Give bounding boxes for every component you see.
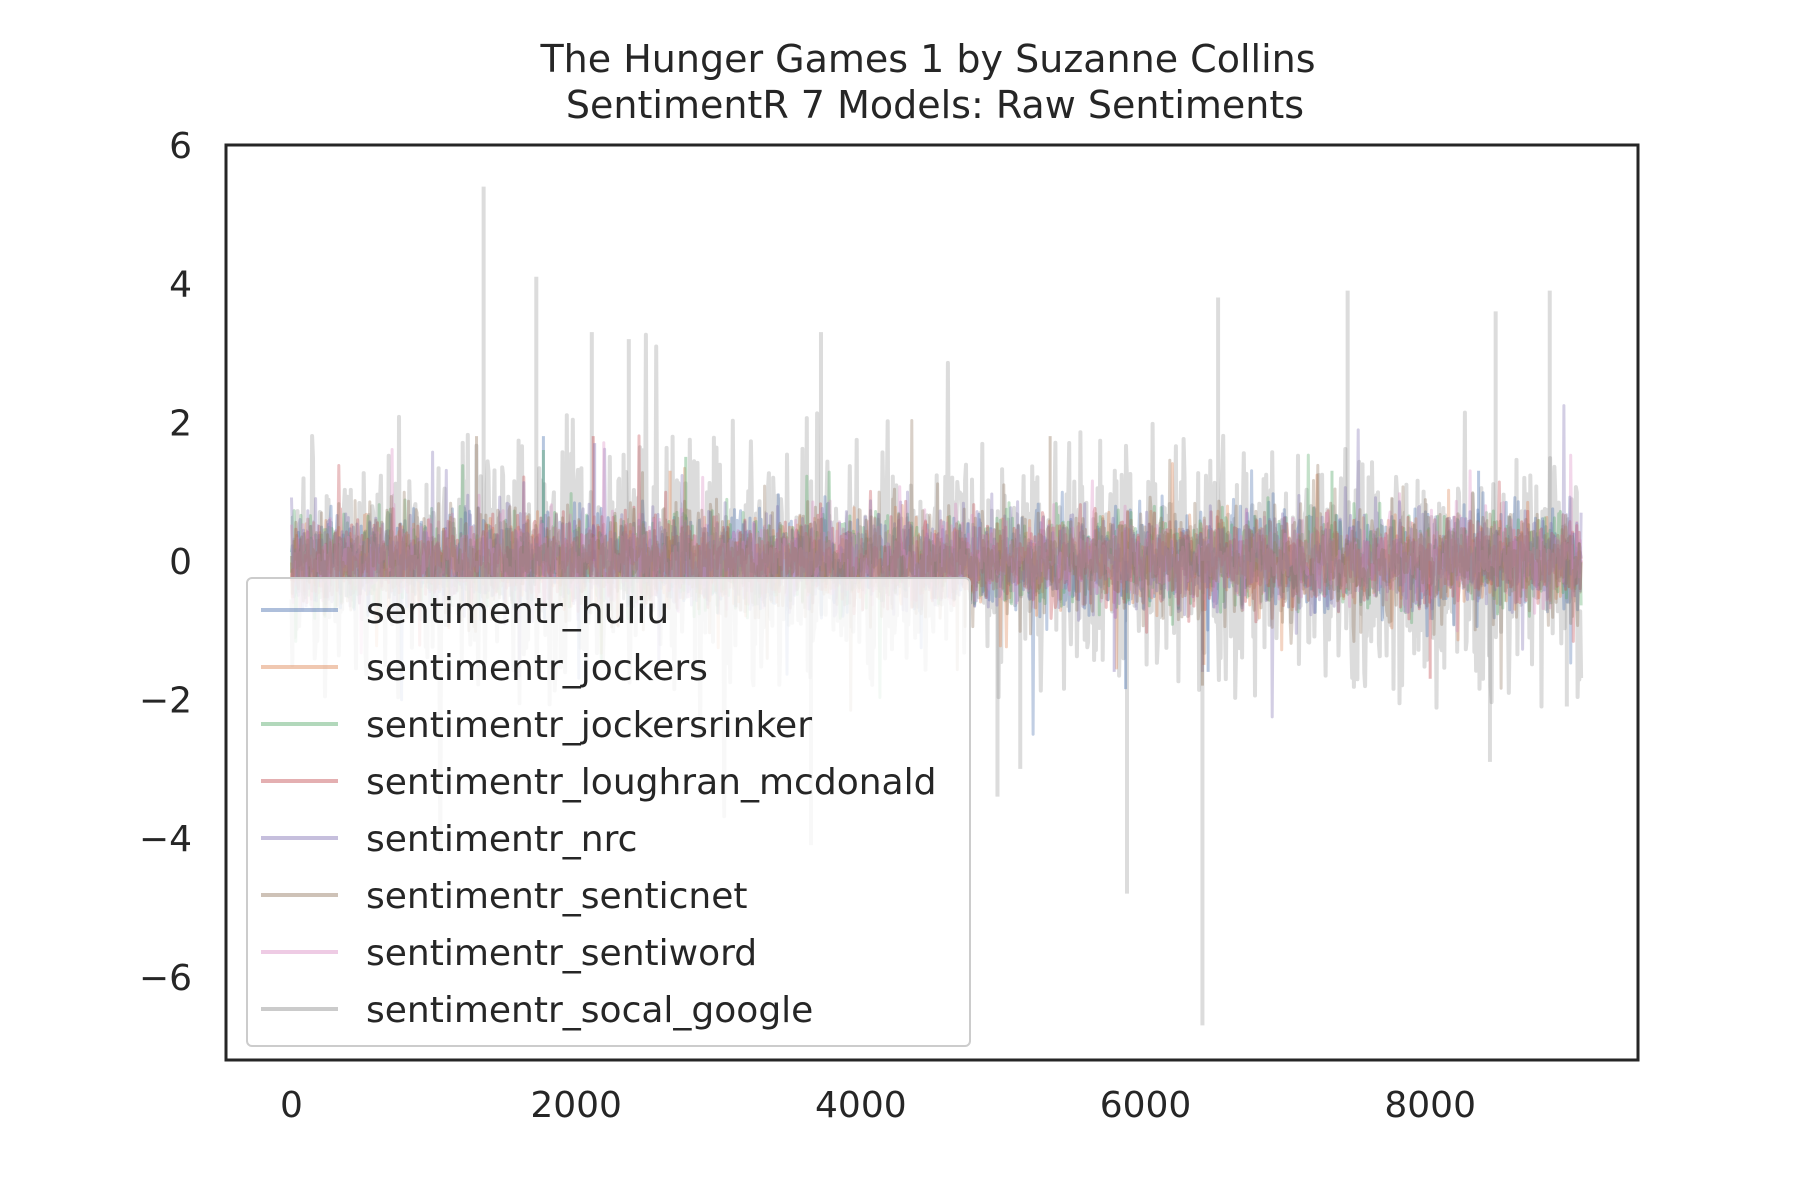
plot-frame bbox=[224, 143, 1640, 1062]
x-tick-label-6000: 6000 bbox=[1100, 1085, 1192, 1126]
series-line-sentimentr_sentiword bbox=[290, 441, 1583, 655]
y-tick-label-−4: −4 bbox=[139, 819, 192, 860]
x-tick-label-0: 0 bbox=[280, 1085, 303, 1126]
y-tick-label-−2: −2 bbox=[139, 681, 192, 722]
legend: sentimentr_huliu sentimentr_jockerssentim… bbox=[246, 577, 971, 1047]
y-tick-label-6: 6 bbox=[169, 126, 192, 167]
series-line-sentimentr_jockersrinker bbox=[290, 453, 1583, 699]
y-tick-label-4: 4 bbox=[169, 265, 192, 306]
y-tick-label-2: 2 bbox=[169, 403, 192, 444]
x-tick-label-4000: 4000 bbox=[815, 1085, 907, 1126]
y-axis: 6 4 2 0 −2 −4 −6 bbox=[139, 126, 192, 999]
y-tick-label-0: 0 bbox=[169, 542, 192, 583]
y-tick-label-−6: −6 bbox=[139, 958, 192, 999]
x-tick-label-2000: 2000 bbox=[530, 1085, 622, 1126]
x-tick-label-8000: 8000 bbox=[1384, 1085, 1476, 1126]
series-layer bbox=[289, 186, 1584, 1026]
legend-box bbox=[246, 577, 971, 1047]
series-line-sentimentr_huliu bbox=[290, 469, 1583, 736]
chart-title: The Hunger Games 1 by Suzanne Collins bbox=[539, 37, 1315, 81]
legend-label-sentimentr_loughran_mcdonald: sentimentr_loughran_mcdonald bbox=[366, 762, 936, 803]
x-axis: 0 2000 4000 6000 8000 bbox=[280, 1085, 1476, 1126]
series-line-sentimentr_nrc bbox=[290, 404, 1583, 719]
chart-subtitle: SentimentR 7 Models: Raw Sentiments bbox=[566, 83, 1304, 127]
legend-label-sentimentr_senticnet: sentimentr_senticnet bbox=[366, 876, 748, 917]
legend-label-sentimentr_sentiword: sentimentr_sentiword bbox=[366, 933, 757, 974]
series-line-sentimentr_senticnet bbox=[290, 419, 1583, 712]
legend-label-sentimentr_jockers: sentimentr_jockers bbox=[366, 648, 708, 689]
legend-label-sentimentr_huliu: sentimentr_huliu bbox=[366, 591, 669, 632]
legend-label-sentimentr_socal_google: sentimentr_socal_google bbox=[366, 990, 813, 1031]
legend-label-sentimentr_jockersrinker: sentimentr_jockersrinker bbox=[366, 705, 812, 746]
legend-label-sentimentr_nrc: sentimentr_nrc bbox=[366, 819, 637, 860]
